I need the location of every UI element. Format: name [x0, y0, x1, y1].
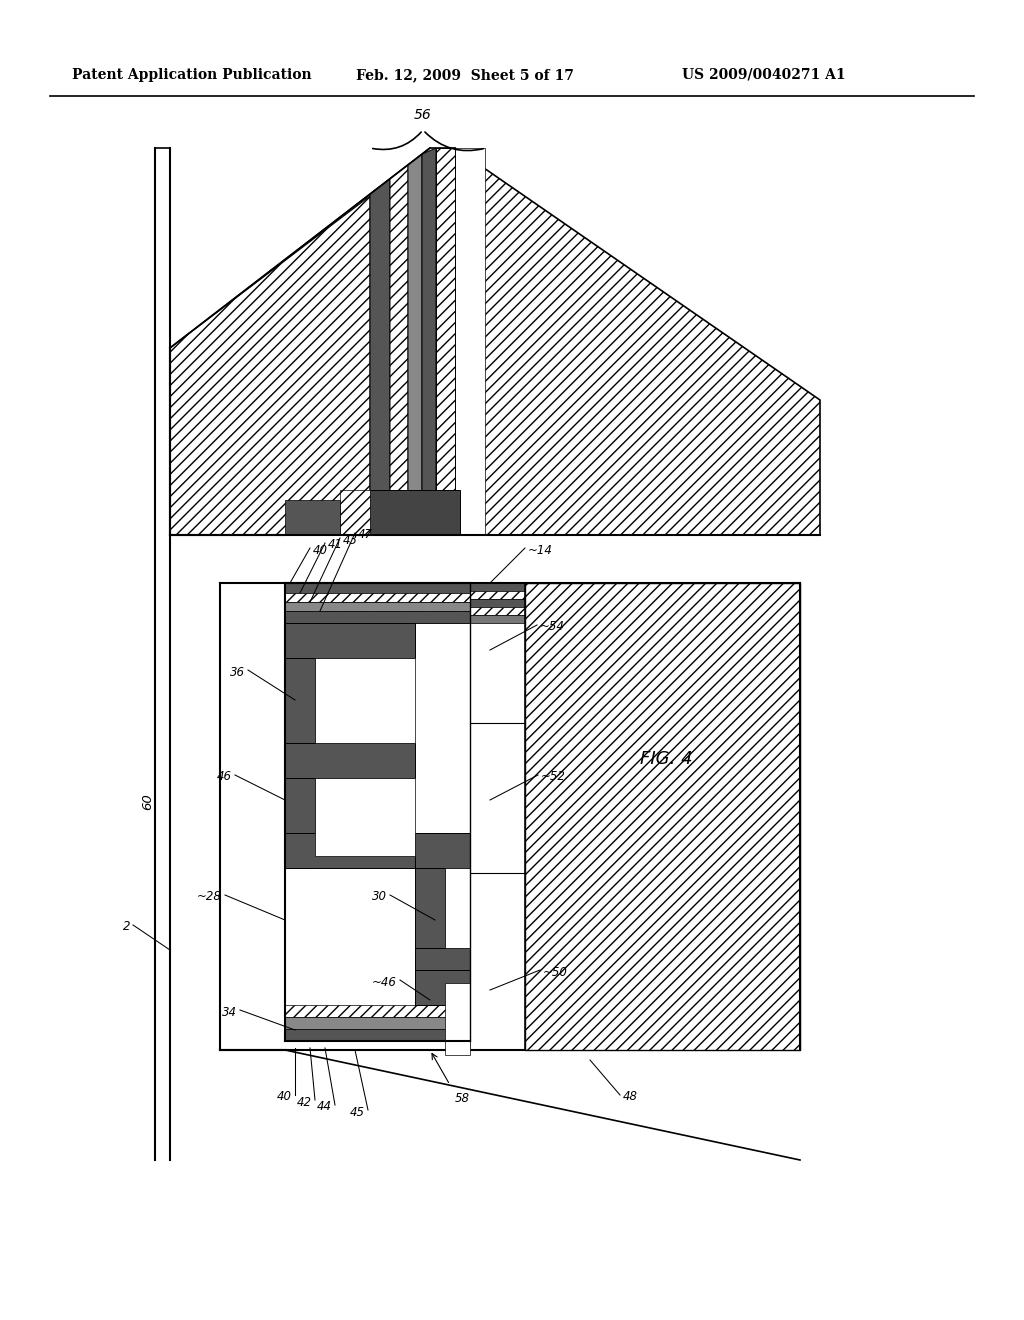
- Bar: [285, 1016, 470, 1030]
- Text: Patent Application Publication: Patent Application Publication: [72, 69, 311, 82]
- Bar: [285, 607, 525, 615]
- Text: 40: 40: [278, 1090, 292, 1104]
- Bar: [525, 583, 800, 1049]
- Text: 42: 42: [297, 1096, 312, 1109]
- Text: 56: 56: [414, 108, 432, 121]
- Text: 58: 58: [455, 1092, 470, 1105]
- Text: 43: 43: [343, 533, 358, 546]
- Text: ~46: ~46: [372, 975, 397, 989]
- Bar: [285, 583, 525, 591]
- Text: 34: 34: [222, 1006, 237, 1019]
- Text: US 2009/0040271 A1: US 2009/0040271 A1: [682, 69, 846, 82]
- Bar: [285, 583, 470, 593]
- Bar: [285, 623, 315, 869]
- Bar: [285, 602, 470, 611]
- Bar: [340, 490, 370, 535]
- Bar: [285, 591, 525, 599]
- Bar: [285, 1005, 470, 1016]
- Text: FIG. 4: FIG. 4: [640, 750, 692, 768]
- Text: 41: 41: [328, 539, 343, 552]
- Bar: [470, 583, 525, 1049]
- Text: 46: 46: [217, 771, 232, 784]
- Bar: [285, 593, 470, 602]
- Polygon shape: [436, 148, 455, 535]
- Bar: [285, 623, 415, 657]
- Text: 48: 48: [623, 1090, 638, 1104]
- Polygon shape: [422, 148, 436, 535]
- Text: Feb. 12, 2009  Sheet 5 of 17: Feb. 12, 2009 Sheet 5 of 17: [356, 69, 573, 82]
- Bar: [285, 1030, 470, 1041]
- Polygon shape: [390, 165, 408, 535]
- Polygon shape: [455, 148, 820, 535]
- Text: ~52: ~52: [541, 771, 566, 784]
- Bar: [370, 490, 460, 535]
- Text: ~50: ~50: [543, 965, 568, 978]
- Text: ~14: ~14: [528, 544, 553, 557]
- Bar: [285, 615, 525, 623]
- Polygon shape: [170, 148, 455, 535]
- Text: 47: 47: [358, 528, 373, 541]
- Bar: [415, 833, 470, 869]
- Text: 60: 60: [141, 793, 155, 810]
- Bar: [315, 777, 415, 855]
- Text: ~54: ~54: [540, 620, 565, 634]
- Bar: [285, 599, 525, 607]
- Bar: [285, 623, 470, 1049]
- Bar: [415, 970, 470, 1005]
- Text: 30: 30: [372, 891, 387, 903]
- Polygon shape: [408, 154, 422, 535]
- Text: 2: 2: [123, 920, 130, 933]
- Polygon shape: [170, 195, 370, 535]
- Bar: [315, 657, 415, 743]
- Bar: [285, 500, 340, 535]
- Bar: [445, 983, 470, 1055]
- Text: ~28: ~28: [198, 891, 222, 903]
- Bar: [285, 833, 415, 869]
- Text: 45: 45: [350, 1106, 365, 1118]
- Bar: [415, 833, 445, 1005]
- Text: 44: 44: [317, 1101, 332, 1114]
- Bar: [285, 611, 470, 623]
- Text: 36: 36: [230, 665, 245, 678]
- Bar: [415, 948, 470, 983]
- Bar: [220, 583, 800, 1049]
- Bar: [285, 743, 415, 777]
- Polygon shape: [370, 178, 390, 535]
- Bar: [455, 148, 485, 535]
- Bar: [445, 869, 470, 948]
- Text: 40: 40: [313, 544, 328, 557]
